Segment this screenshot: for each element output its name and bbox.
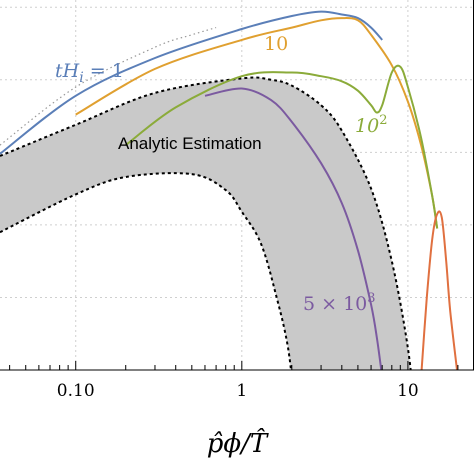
x-tick-label: 10: [397, 381, 419, 401]
series-line-4: [420, 210, 459, 370]
series-label-0: tHi = 1: [55, 60, 124, 86]
x-tick-label: 1: [236, 381, 247, 401]
series-line-2: [125, 64, 439, 229]
analytic-band: [0, 77, 411, 370]
series-line-3: [204, 87, 383, 370]
x-axis-label: p̂ϕ/T̂: [207, 428, 269, 459]
annotation-analytic-estimation: Analytic Estimation: [118, 134, 262, 153]
plot-area: [0, 10, 459, 370]
series-line-5: [0, 27, 217, 146]
series-label-3: 5 × 103: [303, 291, 376, 315]
series-line-0: [0, 10, 383, 155]
band-lower-edge: [0, 172, 292, 370]
series-label-2: 102: [355, 113, 387, 137]
x-ticks: 0.10 1 10: [9, 361, 459, 401]
series-label-1: 10: [264, 33, 288, 55]
series-line-1: [75, 17, 439, 229]
x-tick-label: 0.10: [57, 381, 95, 401]
